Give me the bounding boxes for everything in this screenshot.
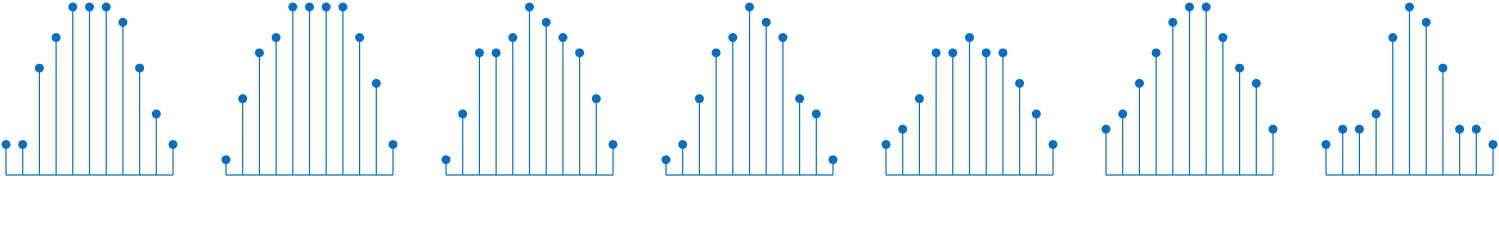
stem-marker [101,2,111,12]
stem-marker [1354,124,1364,134]
stem-marker [778,33,788,43]
stem-marker [254,48,264,58]
stem-marker [1371,109,1381,119]
stem-marker [18,139,28,149]
stem-marker [1015,78,1025,88]
stem-marker [168,139,178,149]
stem-marker [85,2,94,12]
stem-marker [1218,33,1228,43]
stem-marker [1321,139,1331,149]
stem-chart [221,2,398,176]
stem-marker [981,48,991,58]
stem-marker [321,2,331,12]
stem-marker [135,63,145,73]
stem-marker [711,48,721,58]
stem-marker [728,33,738,43]
stem-marker [441,155,451,165]
stem-marker [745,2,754,12]
stem-chart [1,2,178,176]
stem-marker [151,109,161,119]
page: (() => { const data = JSON.parse(documen… [1,2,1498,176]
stem-marker [881,139,891,149]
stem-marker [458,109,468,119]
stem-marker [1268,124,1278,134]
stem-chart [1101,2,1278,176]
stem-marker [1101,124,1111,134]
stem-marker [795,94,805,104]
stem-chart [881,33,1058,176]
stem-marker [388,139,398,149]
stem-marker [1,139,11,149]
stem-charts [1,2,1498,176]
stem-marker [305,2,314,12]
stem-marker [371,78,381,88]
stem-marker [608,139,618,149]
stem-marker [1185,2,1194,12]
stem-chart [1321,2,1498,176]
stem-marker [678,139,688,149]
stem-marker [931,48,941,58]
stem-marker [1471,124,1481,134]
stem-marker [338,2,348,12]
stem-marker [811,109,821,119]
stem-marker [694,94,704,104]
stem-marker [1488,139,1498,149]
stem-marker [898,124,908,134]
stem-marker [238,94,248,104]
stem-marker [661,155,671,165]
stem-chart [441,2,618,176]
stem-marker [1168,17,1178,27]
stem-marker [288,2,298,12]
stem-marker [591,94,601,104]
stem-marker [508,33,518,43]
stem-marker [575,48,585,58]
stem-chart [661,2,838,176]
stem-marker [1405,2,1414,12]
stem-marker [491,48,501,58]
stem-marker [1421,17,1431,27]
stem-marker [1048,139,1058,149]
stem-marker [1031,109,1041,119]
stem-marker [1251,78,1261,88]
stem-marker [558,33,568,43]
stem-marker [1118,109,1128,119]
stem-marker [1201,2,1211,12]
stem-marker [525,2,534,12]
stem-marker [828,155,838,165]
stem-marker [34,63,44,73]
stem-marker [355,33,365,43]
stem-marker [1438,63,1448,73]
stem-marker [541,17,551,27]
stem-marker [1151,48,1161,58]
stem-marker [1388,33,1398,43]
stem-marker [761,17,771,27]
stem-marker [1235,63,1245,73]
stem-marker [1338,124,1348,134]
stem-marker [1134,78,1144,88]
stem-marker [998,48,1008,58]
stem-marker [965,33,974,43]
stem-marker [474,48,484,58]
stem-marker [1455,124,1465,134]
stem-marker [221,155,231,165]
stem-marker [914,94,924,104]
stem-marker [51,33,61,43]
stem-marker [118,17,128,27]
stem-marker [68,2,78,12]
stem-marker [948,48,958,58]
stem-marker [271,33,281,43]
